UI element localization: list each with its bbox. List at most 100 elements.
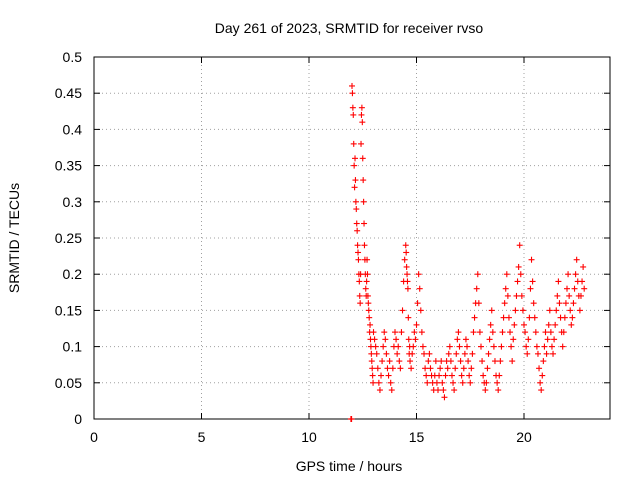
data-point [573,256,580,263]
data-point [369,372,376,379]
data-point [409,350,416,357]
data-point [537,379,544,386]
data-point [417,307,424,314]
data-point [364,292,371,299]
data-point [351,162,358,169]
data-point [385,372,392,379]
data-point [360,177,367,184]
data-point [356,292,363,299]
data-point [375,379,382,386]
data-point [524,350,531,357]
data-point [485,350,492,357]
data-point [378,372,385,379]
data-point [379,358,386,365]
data-point [576,307,583,314]
data-point [359,155,366,162]
data-point [500,314,507,321]
data-point [368,358,375,365]
data-point [519,307,526,314]
data-point [577,292,584,299]
data-point [513,292,520,299]
data-point [562,300,569,307]
data-point [384,365,391,372]
data-point [503,271,510,278]
data-point [551,336,558,343]
data-point [359,119,366,126]
y-tick-label: 0.5 [63,49,83,65]
data-point [494,379,501,386]
grid [94,57,610,419]
data-point [380,343,387,350]
data-point [439,379,446,386]
data-point [436,372,443,379]
data-point [444,365,451,372]
y-tick-label: 0.35 [55,158,82,174]
data-point [441,394,448,401]
data-point [550,350,557,357]
data-point [566,292,573,299]
data-point [515,263,522,270]
data-point [514,278,521,285]
data-point [386,358,393,365]
data-point [569,314,576,321]
data-point [459,379,466,386]
data-point [366,314,373,321]
y-tick-label: 0 [74,411,82,427]
data-point [364,256,371,263]
data-point [458,372,465,379]
data-point [464,343,471,350]
data-point [369,365,376,372]
data-point [397,365,404,372]
data-point [469,350,476,357]
data-point [581,285,588,292]
data-point [355,249,362,256]
data-point [567,307,574,314]
data-point [538,387,545,394]
data-points [347,82,588,422]
data-point [446,343,453,350]
data-point [536,365,543,372]
data-point [402,242,409,249]
data-point [467,379,474,386]
data-point [504,292,511,299]
data-point [462,336,469,343]
x-tick-label: 10 [301,429,317,445]
data-point [548,343,555,350]
x-axis-label: GPS time / hours [296,458,403,474]
y-axis-label: SRMTID / TECUs [6,183,22,293]
data-point [352,198,359,205]
data-point [383,350,390,357]
data-point [495,387,502,394]
data-point [466,372,473,379]
data-point [418,329,425,336]
data-point [450,379,457,386]
data-point [382,336,389,343]
data-point [546,307,553,314]
data-point [545,321,552,328]
data-point [460,365,467,372]
data-point [560,329,567,336]
data-point [414,300,421,307]
data-point [555,278,562,285]
data-point [358,104,365,111]
data-point [362,285,369,292]
y-tick-label: 0.3 [63,194,83,210]
data-point [395,343,402,350]
data-point [482,387,489,394]
data-point [427,365,434,372]
data-point [468,365,475,372]
data-point [530,300,537,307]
plot-frame [93,56,611,420]
data-point [374,365,381,372]
data-point [365,300,372,307]
data-point [501,300,508,307]
data-point [358,140,365,147]
data-point [363,278,370,285]
data-point [487,321,494,328]
data-point [511,321,518,328]
data-point [405,336,412,343]
data-point [486,336,493,343]
y-tick-label: 0.2 [63,266,83,282]
data-point [556,300,563,307]
data-point [433,379,440,386]
